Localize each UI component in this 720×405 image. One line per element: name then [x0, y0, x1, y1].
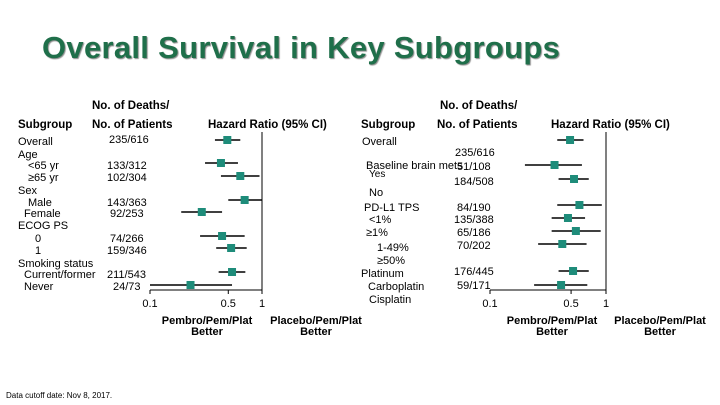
left-count-never: 24/73: [113, 281, 141, 293]
right-count-cisplatin: 59/171: [457, 280, 491, 292]
left-label-age-ge65: ≥65 yr: [28, 172, 59, 184]
right-label-overall: Overall: [362, 136, 397, 148]
left-better-left-label: Better: [191, 326, 224, 338]
left-count-current-former: 211/543: [107, 269, 146, 281]
left-better-right-label: Placebo/Pem/Plat: [270, 315, 362, 327]
right-forest-plot: 0.1 0.5 1Pembro/Pem/PlatBetterPlacebo/Pem/…: [482, 132, 706, 338]
footnote: Data cutoff date: Nov 8, 2017.: [6, 391, 113, 400]
left-count-male: 143/363: [107, 197, 147, 209]
right-label-brain-no: No: [369, 187, 384, 199]
slide-title: Overall Survival in Key Subgroups: [42, 30, 561, 65]
right-x-tick-label: 1: [603, 298, 609, 310]
right-count-pdl1-lt1: 84/190: [457, 202, 491, 214]
right-hr-marker: [571, 227, 580, 235]
right-label-carboplatin: Carboplatin: [368, 281, 425, 293]
right-label-pdl1-ge50: ≥50%: [377, 255, 406, 267]
left-hr-header: Hazard Ratio (95% CI): [208, 119, 327, 131]
right-label-pdl1: PD-L1 TPS: [364, 202, 420, 214]
left-count-age-lt65: 133/312: [107, 160, 147, 172]
left-hr-marker: [223, 136, 232, 144]
left-deaths-header-line2: No. of Patients: [92, 119, 173, 131]
right-x-tick-label: 0.1: [482, 298, 497, 310]
left-deaths-header-line1: No. of Deaths/: [92, 100, 170, 112]
right-better-left-label: Better: [536, 326, 569, 338]
right-hr-marker: [570, 175, 579, 183]
right-count-brain-yes: 51/108: [457, 161, 491, 173]
left-label-ecog: ECOG PS: [18, 220, 69, 232]
right-hr-marker: [566, 136, 575, 144]
left-count-ecog-1: 159/346: [107, 245, 147, 257]
left-better-right-label: Better: [300, 326, 333, 338]
left-count-female: 92/253: [110, 208, 144, 220]
right-label-pdl1-1-49: 1-49%: [377, 242, 409, 254]
right-better-left-label: Pembro/Pem/Plat: [507, 315, 598, 327]
right-deaths-header-line1: No. of Deaths/: [440, 100, 518, 112]
right-count-pdl1-ge50: 70/202: [457, 240, 491, 252]
right-subgroup-header: Subgroup: [361, 119, 416, 131]
left-forest-plot: 0.1 0.5 1Pembro/Pem/PlatBetterPlacebo/Pem/…: [142, 132, 362, 338]
right-hr-marker: [569, 267, 578, 275]
right-hr-marker: [575, 201, 584, 209]
right-hr-marker: [563, 214, 572, 222]
right-label-brain-mets: Baseline brain mets: [366, 160, 463, 172]
right-hr-marker: [557, 281, 566, 289]
right-label-pdl1-ge1: ≥1%: [366, 227, 388, 239]
left-label-male: Male: [28, 197, 52, 209]
left-x-tick-label: 0.1: [142, 298, 157, 310]
right-deaths-header-line2: No. of Patients: [437, 119, 518, 131]
left-label-smoking: Smoking status: [18, 258, 94, 270]
right-count-pdl1-1-49: 65/186: [457, 227, 491, 239]
right-label-platinum: Platinum: [361, 268, 404, 280]
right-label-brain-yes: Yes: [369, 169, 386, 180]
right-count-overall: 235/616: [455, 147, 495, 159]
left-count-age-ge65: 102/304: [107, 172, 147, 184]
left-label-ecog-1: 1: [35, 245, 42, 257]
left-hr-marker: [227, 244, 236, 252]
left-label-never: Never: [24, 281, 54, 293]
right-x-tick-label: 0.5: [563, 298, 578, 310]
right-label-cisplatin: Cisplatin: [369, 294, 412, 306]
left-label-age-lt65: <65 yr: [28, 160, 59, 172]
right-hr-marker: [550, 161, 559, 169]
left-hr-marker: [228, 268, 237, 276]
right-label-pdl1-lt1: <1%: [369, 214, 392, 226]
left-label-current-former: Current/former: [24, 269, 96, 281]
right-better-right-label: Better: [644, 326, 677, 338]
left-hr-marker: [236, 172, 245, 180]
left-hr-marker: [186, 281, 195, 289]
left-label-overall: Overall: [18, 136, 53, 148]
right-better-right-label: Placebo/Pem/Plat: [614, 315, 706, 327]
left-count-ecog-0: 74/266: [110, 233, 144, 245]
left-better-left-label: Pembro/Pem/Plat: [162, 315, 253, 327]
left-x-tick-label: 0.5: [221, 298, 236, 310]
left-label-sex: Sex: [18, 185, 37, 197]
left-label-age: Age: [18, 149, 38, 161]
right-count-brain-no: 184/508: [454, 176, 494, 188]
left-hr-marker: [197, 208, 206, 216]
right-hr-header: Hazard Ratio (95% CI): [551, 119, 670, 131]
right-count-carboplatin: 176/445: [454, 266, 494, 278]
left-label-female: Female: [24, 208, 61, 220]
left-count-overall: 235/616: [109, 134, 149, 146]
left-subgroup-header: Subgroup: [18, 119, 73, 131]
left-x-tick-label: 1: [259, 298, 265, 310]
right-count-pdl1-ge1: 135/388: [454, 214, 494, 226]
left-hr-marker: [240, 196, 249, 204]
right-hr-marker: [558, 240, 567, 248]
left-label-ecog-0: 0: [35, 233, 42, 245]
left-hr-marker: [218, 232, 227, 240]
left-hr-marker: [216, 159, 225, 167]
